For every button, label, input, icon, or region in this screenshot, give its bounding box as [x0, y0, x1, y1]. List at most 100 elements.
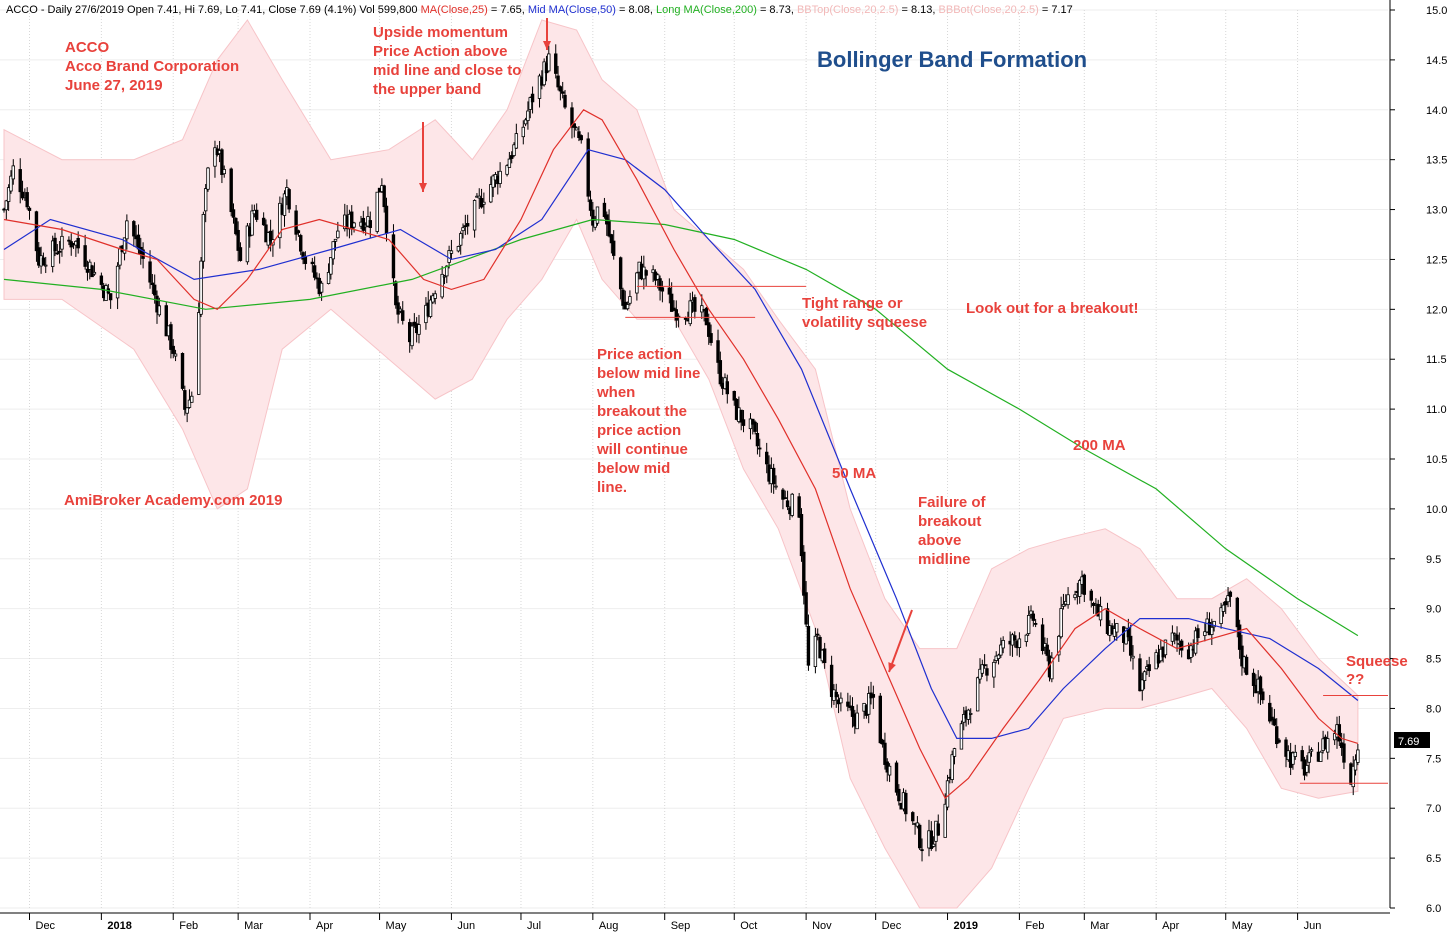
candlesticks [2, 44, 1360, 862]
candle [1244, 654, 1249, 676]
candle-body [660, 287, 665, 292]
candle-body [507, 158, 512, 168]
candle-body [586, 138, 590, 197]
candle-body [261, 217, 266, 226]
ma50-line [3, 149, 1359, 740]
candle [521, 120, 525, 145]
candle-body [1112, 628, 1117, 637]
candle-body [203, 188, 208, 212]
candle [34, 210, 39, 262]
momentum-arrow-head [419, 183, 427, 192]
candle-body [231, 209, 236, 218]
candle [410, 322, 414, 350]
candle [816, 628, 820, 641]
candle-body [396, 302, 400, 315]
candle [512, 142, 516, 158]
y-tick-label: 10.0 [1426, 504, 1447, 516]
candle [574, 126, 579, 131]
candle [185, 407, 189, 423]
moving-average-lines [3, 109, 1359, 800]
candle [282, 190, 287, 227]
candle [693, 294, 697, 319]
candle-body [753, 421, 757, 432]
candle [785, 490, 790, 511]
candle-body [164, 305, 168, 337]
candle [44, 256, 48, 274]
candle-body [1275, 726, 1279, 745]
candle [150, 274, 155, 294]
candle-body [398, 308, 403, 312]
candle-body [1235, 597, 1240, 628]
candle-body [771, 467, 776, 485]
candle [839, 692, 843, 712]
candle [999, 637, 1003, 659]
candle [1319, 750, 1323, 762]
candle-body [741, 419, 746, 426]
candle [1221, 601, 1226, 617]
candle-body [115, 265, 120, 299]
candle [507, 151, 512, 168]
candle-body [996, 654, 1001, 659]
candle-body [1131, 655, 1135, 659]
candle [579, 134, 583, 144]
candle [1170, 625, 1175, 647]
candle-body [1175, 634, 1179, 641]
candle [417, 314, 421, 344]
candle-body [201, 214, 206, 262]
candle-body [658, 278, 662, 291]
candle-body [790, 493, 794, 516]
candle-body [197, 312, 201, 395]
candle [254, 203, 259, 223]
y-tick-label: 11.5 [1426, 354, 1447, 366]
candle-body [829, 664, 834, 697]
candle-body [718, 360, 723, 385]
price-tag: 7.69 [1394, 732, 1430, 748]
x-tick-label: Jun [1304, 920, 1322, 932]
candle-body [523, 119, 528, 125]
annotation-failure: Failure of breakout above midline [918, 494, 987, 568]
candle [945, 774, 950, 811]
candle-body [751, 418, 755, 425]
candle [797, 492, 801, 518]
candle-body [1268, 702, 1272, 722]
candle-body [822, 648, 827, 664]
candle-body [999, 644, 1003, 656]
candle-body [813, 635, 818, 668]
candle-body [1082, 574, 1087, 595]
annotation-line: below mid line [597, 365, 700, 382]
candle-body [651, 269, 655, 274]
candle-body [1309, 749, 1314, 752]
annotation-momentum: Upside momentum Price Action above mid lin… [373, 24, 521, 98]
candle [428, 295, 433, 319]
candle-body [1033, 623, 1038, 625]
candle [491, 174, 495, 198]
candle-body [1163, 639, 1168, 656]
candle-body [975, 677, 980, 712]
candle-body [1272, 718, 1277, 726]
candle [1326, 731, 1330, 760]
candle [60, 227, 64, 257]
candle [880, 738, 885, 748]
annotation-line: when [596, 384, 635, 401]
candle-body [602, 202, 607, 217]
candle [804, 581, 808, 628]
candle [943, 793, 947, 838]
candle [554, 44, 558, 79]
candle-body [458, 233, 463, 246]
candle [732, 390, 736, 406]
header-part-2: = 7.65, [488, 4, 528, 16]
gridlines [0, 9, 1388, 909]
candle-body [542, 61, 546, 86]
candle-body [945, 780, 950, 808]
header-part-8: = 8.13, [898, 4, 938, 16]
annotation-line: Tight range or [802, 295, 903, 312]
candle-body [739, 409, 743, 423]
candle [982, 654, 987, 669]
candle-body [220, 149, 224, 175]
candle [1251, 668, 1256, 697]
candle-body [282, 193, 287, 216]
candle-body [1251, 672, 1256, 686]
candle-body [278, 202, 282, 239]
candle-body [1353, 759, 1358, 771]
chart-header: ACCO - Daily 27/6/2019 Open 7.41, Hi 7.6… [6, 4, 1073, 16]
